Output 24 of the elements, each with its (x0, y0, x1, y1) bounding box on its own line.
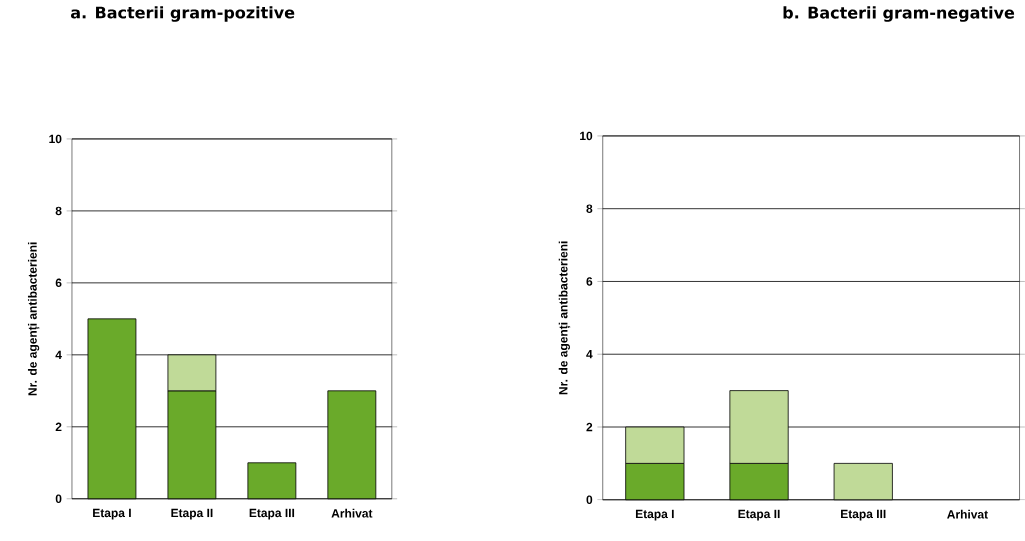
y-tick-label: 4 (586, 350, 593, 359)
y-tick-label: 6 (55, 278, 62, 288)
y-tick-label: 0 (586, 495, 593, 505)
y-tick-label: 2 (55, 422, 62, 432)
y-tick-label: 8 (55, 206, 62, 216)
chart-title: a. Bacterii gram-pozitive (70, 6, 295, 22)
x-tick-label: Etapa II (171, 508, 213, 520)
y-tick-label: 4 (55, 350, 62, 360)
y-axis-title: Nr. de agenți antibacterieni (27, 242, 40, 396)
y-tick-label: 6 (586, 277, 593, 286)
x-tick-label: Etapa II (738, 509, 780, 521)
y-tick-label: 0 (55, 494, 62, 504)
chart-title: b. Bacterii gram-negative (783, 6, 1015, 22)
x-tick-label: Etapa I (93, 508, 131, 520)
y-tick-label: 10 (580, 131, 593, 141)
x-tick-label: Arhivat (947, 509, 988, 519)
y-tick-label: 10 (49, 134, 62, 144)
x-tick-label: Arhivat (331, 508, 373, 518)
x-tick-label: Etapa III (249, 508, 295, 520)
x-tick-label: Etapa III (841, 509, 886, 521)
y-axis-title: Nr. de agenți antibacterieni (558, 241, 571, 395)
x-tick-label: Etapa I (635, 509, 674, 521)
y-tick-label: 2 (586, 422, 593, 432)
y-tick-label: 8 (586, 204, 593, 214)
